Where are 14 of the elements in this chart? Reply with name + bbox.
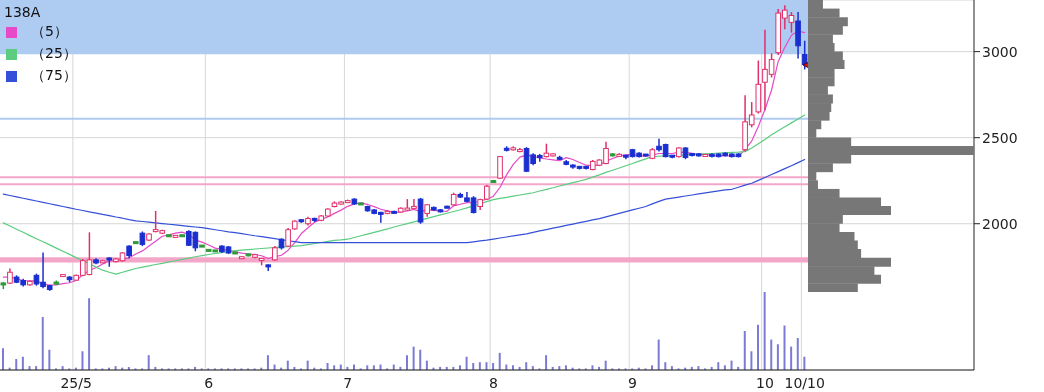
x-tick-label: 10/10 xyxy=(784,374,825,391)
y-tick-label: 2500 xyxy=(982,129,1018,146)
x-tick-label: 6 xyxy=(204,374,214,391)
chart-title: 138A xyxy=(3,3,42,21)
x-tick-label: 7 xyxy=(343,374,353,391)
x-tick-label: 25/5 xyxy=(60,374,92,391)
legend-label: （75） xyxy=(31,67,77,85)
x-tick-label: 10 xyxy=(756,374,774,391)
x-tick-label: 9 xyxy=(628,374,637,391)
y-tick-label: 2000 xyxy=(982,215,1018,232)
legend-label: （25） xyxy=(31,45,77,63)
y-tick-label: 3000 xyxy=(982,43,1018,60)
legend-label: （5） xyxy=(31,23,68,41)
x-tick-label: 8 xyxy=(488,374,498,391)
